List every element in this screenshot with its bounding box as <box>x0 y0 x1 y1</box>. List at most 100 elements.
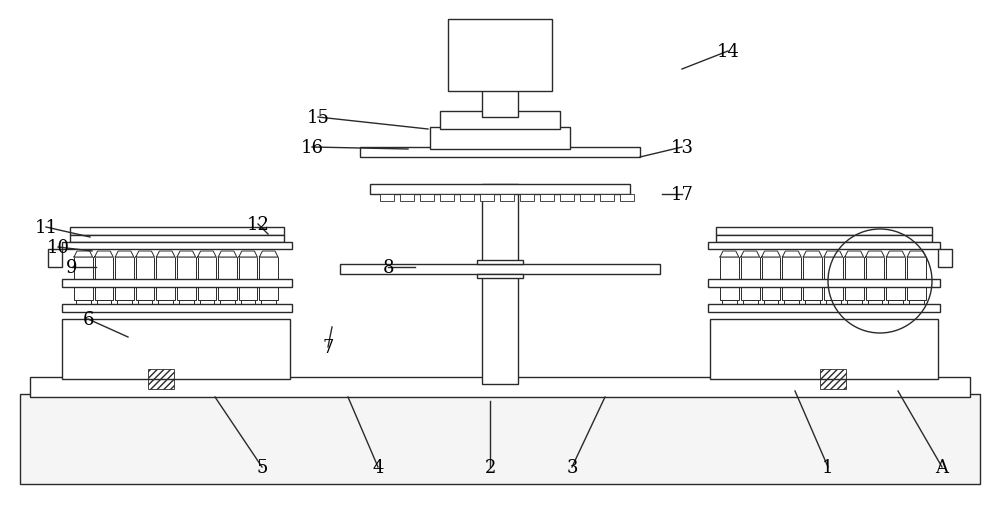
Bar <box>62 319 290 379</box>
Text: 11: 11 <box>35 219 58 236</box>
Bar <box>74 258 93 300</box>
Bar <box>440 194 454 201</box>
Bar <box>886 258 905 300</box>
Bar <box>824 258 843 300</box>
Polygon shape <box>239 251 257 258</box>
Bar <box>600 194 614 201</box>
Bar <box>866 258 884 300</box>
Bar <box>708 305 940 313</box>
Bar <box>888 300 903 307</box>
Bar <box>722 300 737 307</box>
Text: 6: 6 <box>82 311 94 328</box>
Bar <box>138 300 152 307</box>
Bar <box>477 261 523 265</box>
Bar <box>370 185 630 194</box>
Bar <box>938 249 952 268</box>
Bar <box>30 377 970 397</box>
Text: 7: 7 <box>322 338 334 357</box>
Bar <box>158 300 173 307</box>
Bar <box>200 300 214 307</box>
Bar <box>76 300 91 307</box>
Polygon shape <box>762 251 780 258</box>
Bar <box>179 300 194 307</box>
Bar <box>340 265 660 274</box>
Bar <box>430 128 570 149</box>
Polygon shape <box>136 251 154 258</box>
Bar <box>241 300 255 307</box>
Bar <box>540 194 554 201</box>
Polygon shape <box>782 251 801 258</box>
Text: A: A <box>935 458 948 476</box>
Text: 13: 13 <box>670 139 694 157</box>
Polygon shape <box>156 251 175 258</box>
Polygon shape <box>886 251 905 258</box>
Bar <box>380 194 394 201</box>
Bar <box>136 258 154 300</box>
Bar <box>741 258 760 300</box>
Text: 15: 15 <box>307 109 329 127</box>
Polygon shape <box>845 251 864 258</box>
Text: 8: 8 <box>382 259 394 276</box>
Polygon shape <box>907 251 926 258</box>
Bar <box>720 258 739 300</box>
Bar <box>480 194 494 201</box>
Bar <box>764 300 778 307</box>
Bar <box>259 258 278 300</box>
Text: 10: 10 <box>47 238 70 257</box>
Text: 9: 9 <box>66 259 78 276</box>
Bar <box>239 258 257 300</box>
Bar <box>148 369 174 389</box>
Text: 5: 5 <box>256 458 268 476</box>
Bar <box>820 369 846 389</box>
Text: 17: 17 <box>671 186 693 204</box>
Bar <box>177 258 196 300</box>
Text: 14: 14 <box>717 43 739 61</box>
Bar <box>784 300 799 307</box>
Bar <box>500 194 514 201</box>
Bar <box>708 279 940 287</box>
Text: 1: 1 <box>822 458 834 476</box>
Text: 4: 4 <box>372 458 384 476</box>
Bar <box>782 258 801 300</box>
Bar <box>156 258 175 300</box>
Bar <box>708 242 940 249</box>
Bar <box>803 258 822 300</box>
Polygon shape <box>95 251 113 258</box>
Polygon shape <box>259 251 278 258</box>
Bar <box>907 258 926 300</box>
Polygon shape <box>177 251 196 258</box>
Bar <box>909 300 924 307</box>
Bar <box>70 235 284 242</box>
Bar <box>20 394 980 484</box>
Polygon shape <box>720 251 739 258</box>
Bar <box>477 274 523 278</box>
Text: 3: 3 <box>566 458 578 476</box>
Bar <box>482 88 518 118</box>
Polygon shape <box>824 251 843 258</box>
Bar <box>560 194 574 201</box>
Polygon shape <box>866 251 884 258</box>
Bar <box>360 147 640 158</box>
Polygon shape <box>803 251 822 258</box>
Bar <box>826 300 841 307</box>
Bar <box>762 258 780 300</box>
Bar <box>805 300 820 307</box>
Bar <box>220 300 235 307</box>
Bar <box>716 235 932 242</box>
Bar <box>95 258 113 300</box>
Text: 2: 2 <box>484 458 496 476</box>
Polygon shape <box>198 251 216 258</box>
Bar <box>198 258 216 300</box>
Bar <box>97 300 111 307</box>
Bar <box>440 112 560 130</box>
Bar <box>62 242 292 249</box>
Text: 12: 12 <box>247 216 269 233</box>
Bar <box>218 258 237 300</box>
Bar <box>48 249 62 268</box>
Bar <box>716 228 932 235</box>
Bar <box>845 258 864 300</box>
Polygon shape <box>741 251 760 258</box>
Bar <box>62 305 292 313</box>
Polygon shape <box>218 251 237 258</box>
Bar <box>62 279 292 287</box>
